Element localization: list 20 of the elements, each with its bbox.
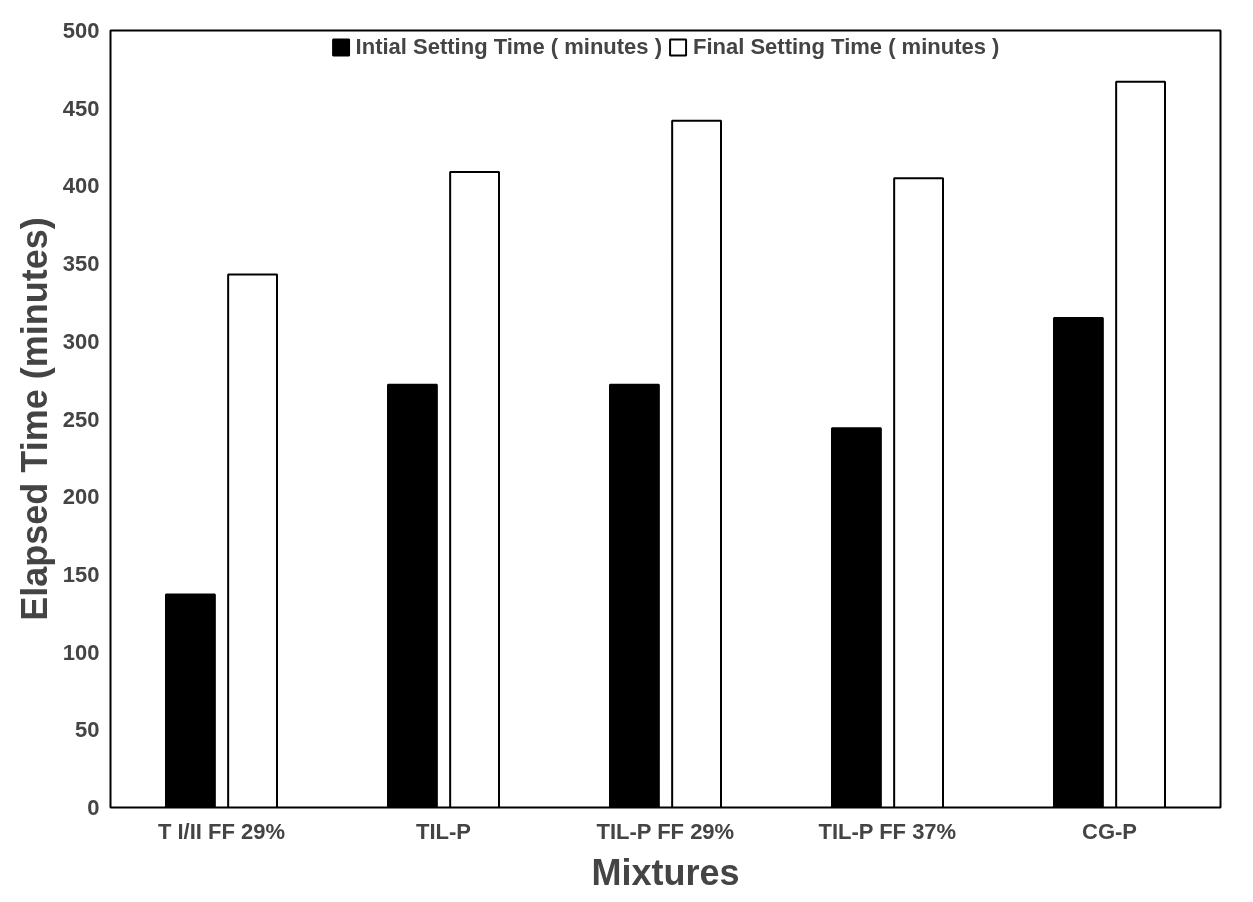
y-tick-label: 450 [62,95,100,121]
y-tick-label: 100 [62,639,100,665]
x-tick-label: CG-P [1082,818,1137,844]
legend-label: Intial Setting Time ( minutes ) [355,34,662,60]
y-tick-label: 350 [62,251,100,277]
y-tick-label: 250 [62,406,100,432]
y-tick-label: 200 [62,484,100,510]
y-axis-title: Elapsed Time (minutes) [13,217,55,621]
y-tick-label: 150 [62,561,100,587]
y-tick-label: 400 [62,173,100,199]
x-tick-label: T I/II FF 29% [157,818,286,844]
legend-label: Final Setting Time ( minutes ) [693,34,1000,60]
x-axis-title: Mixtures [591,851,740,893]
x-tick-label: TIL-P FF 37% [818,818,957,844]
y-tick-label: 50 [75,717,100,743]
y-tick-label: 500 [62,18,100,43]
y-tick-label: 300 [62,328,100,354]
x-tick-label: TIL-P FF 29% [596,818,735,844]
x-tick-label: TIL-P [416,818,472,844]
y-tick-label: 0 [87,795,100,820]
